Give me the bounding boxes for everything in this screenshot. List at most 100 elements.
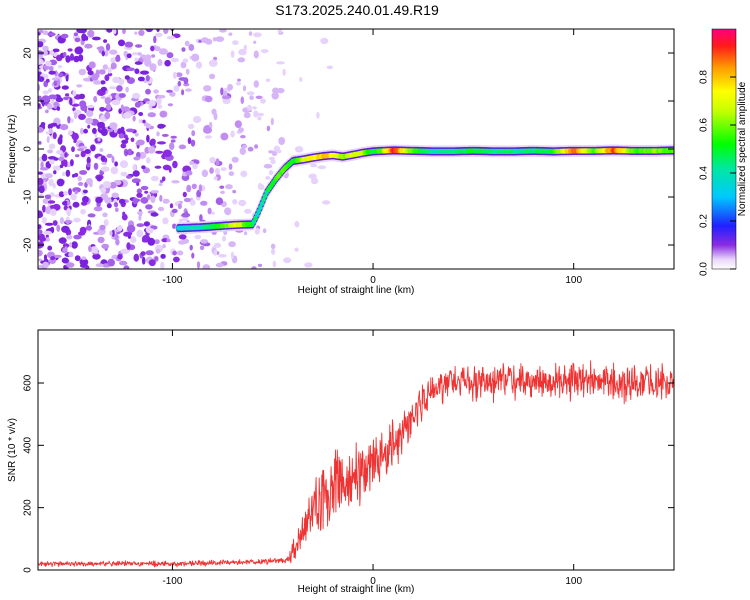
speckle-mark [69, 97, 73, 106]
speckle-mark [74, 46, 84, 55]
speckle-mark [240, 96, 245, 104]
speckle-mark [42, 49, 48, 56]
speckle-mark [103, 219, 109, 227]
speckle-mark [85, 117, 94, 125]
speckle-mark [222, 235, 226, 242]
speckle-mark [189, 199, 196, 206]
speckle-mark [170, 57, 179, 63]
speckle-mark [176, 250, 184, 256]
speckle-mark [70, 193, 77, 201]
speckle-mark [122, 29, 126, 35]
speckle-mark [86, 110, 94, 117]
speckle-mark [225, 184, 233, 190]
y-tick-label: 0 [23, 567, 34, 573]
speckle-mark [138, 112, 144, 116]
speckle-mark [50, 256, 56, 261]
speckle-mark [63, 191, 68, 196]
speckle-mark [47, 149, 53, 154]
speckle-mark [268, 150, 274, 154]
speckle-mark [93, 206, 103, 212]
speckle-mark [74, 255, 81, 262]
speckle-mark [260, 98, 266, 104]
speckle-mark [47, 103, 52, 110]
speckle-mark [83, 128, 88, 134]
speckle-mark [147, 112, 156, 118]
speckle-mark [38, 249, 43, 257]
speckle-mark [181, 89, 185, 96]
speckle-mark [60, 33, 69, 39]
speckle-mark [79, 170, 88, 175]
speckle-mark [253, 40, 257, 44]
speckle-mark [61, 225, 70, 233]
y-tick-label: 0 [23, 146, 34, 152]
speckle-mark [38, 177, 44, 186]
speckle-mark [232, 40, 239, 46]
speckle-mark [134, 57, 138, 62]
speckle-mark [71, 146, 75, 153]
speckle-mark [45, 131, 50, 135]
speckle-mark [215, 36, 225, 42]
speckle-mark [64, 152, 68, 158]
y-tick-label: 10 [23, 95, 34, 107]
speckle-mark [52, 254, 62, 259]
speckle-mark [294, 247, 299, 252]
speckle-mark [87, 213, 96, 218]
speckle-mark [169, 203, 174, 209]
speckle-mark [38, 224, 42, 230]
speckle-mark [104, 74, 110, 82]
speckle-mark [40, 122, 46, 127]
speckle-mark [97, 137, 101, 142]
speckle-mark [199, 214, 203, 222]
speckle-mark [38, 29, 44, 34]
speckle-mark [45, 173, 53, 179]
speckle-mark [277, 29, 283, 33]
speckle-mark [52, 132, 57, 140]
speckle-mark [59, 134, 63, 140]
speckle-mark [101, 243, 110, 249]
speckle-mark [114, 207, 119, 213]
speckle-mark [239, 147, 246, 155]
speckle-mark [38, 141, 42, 145]
speckle-mark [160, 253, 166, 259]
speckle-mark [111, 229, 115, 237]
speckle-mark [38, 126, 44, 133]
speckle-mark [171, 208, 178, 214]
speckle-mark [87, 29, 95, 38]
speckle-mark [79, 226, 87, 235]
speckle-mark [228, 163, 233, 170]
speckle-mark [194, 234, 202, 240]
speckle-mark [172, 223, 177, 229]
speckle-mark [80, 127, 84, 135]
speckle-mark [83, 77, 92, 82]
speckle-mark [114, 233, 119, 241]
speckle-mark [144, 190, 149, 194]
spectrogram-y-ticks: -20 -10 0 10 20 [23, 47, 674, 252]
spectrogram-ridge [175, 144, 674, 235]
speckle-mark [38, 171, 43, 175]
speckle-mark [87, 70, 94, 76]
spectrogram-x-label: Height of straight line (km) [298, 285, 415, 296]
speckle-mark [294, 220, 300, 228]
colorbar-gradient [711, 28, 737, 270]
speckle-mark [243, 44, 247, 51]
speckle-mark [52, 183, 56, 189]
speckle-mark [150, 175, 159, 182]
speckle-mark [272, 260, 277, 268]
speckle-mark [73, 32, 79, 37]
speckle-mark [81, 256, 87, 261]
speckle-mark [42, 30, 49, 35]
speckle-mark [126, 67, 135, 72]
speckle-mark [161, 133, 169, 137]
speckle-mark [88, 61, 96, 69]
speckle-mark [270, 117, 274, 126]
speckle-mark [213, 112, 218, 121]
speckle-mark [72, 90, 77, 97]
speckle-mark [104, 49, 109, 57]
speckle-mark [158, 183, 163, 186]
speckle-mark [124, 75, 130, 80]
speckle-mark [52, 48, 60, 53]
speckle-mark [80, 209, 86, 215]
speckle-mark [62, 243, 70, 248]
speckle-mark [191, 53, 200, 62]
